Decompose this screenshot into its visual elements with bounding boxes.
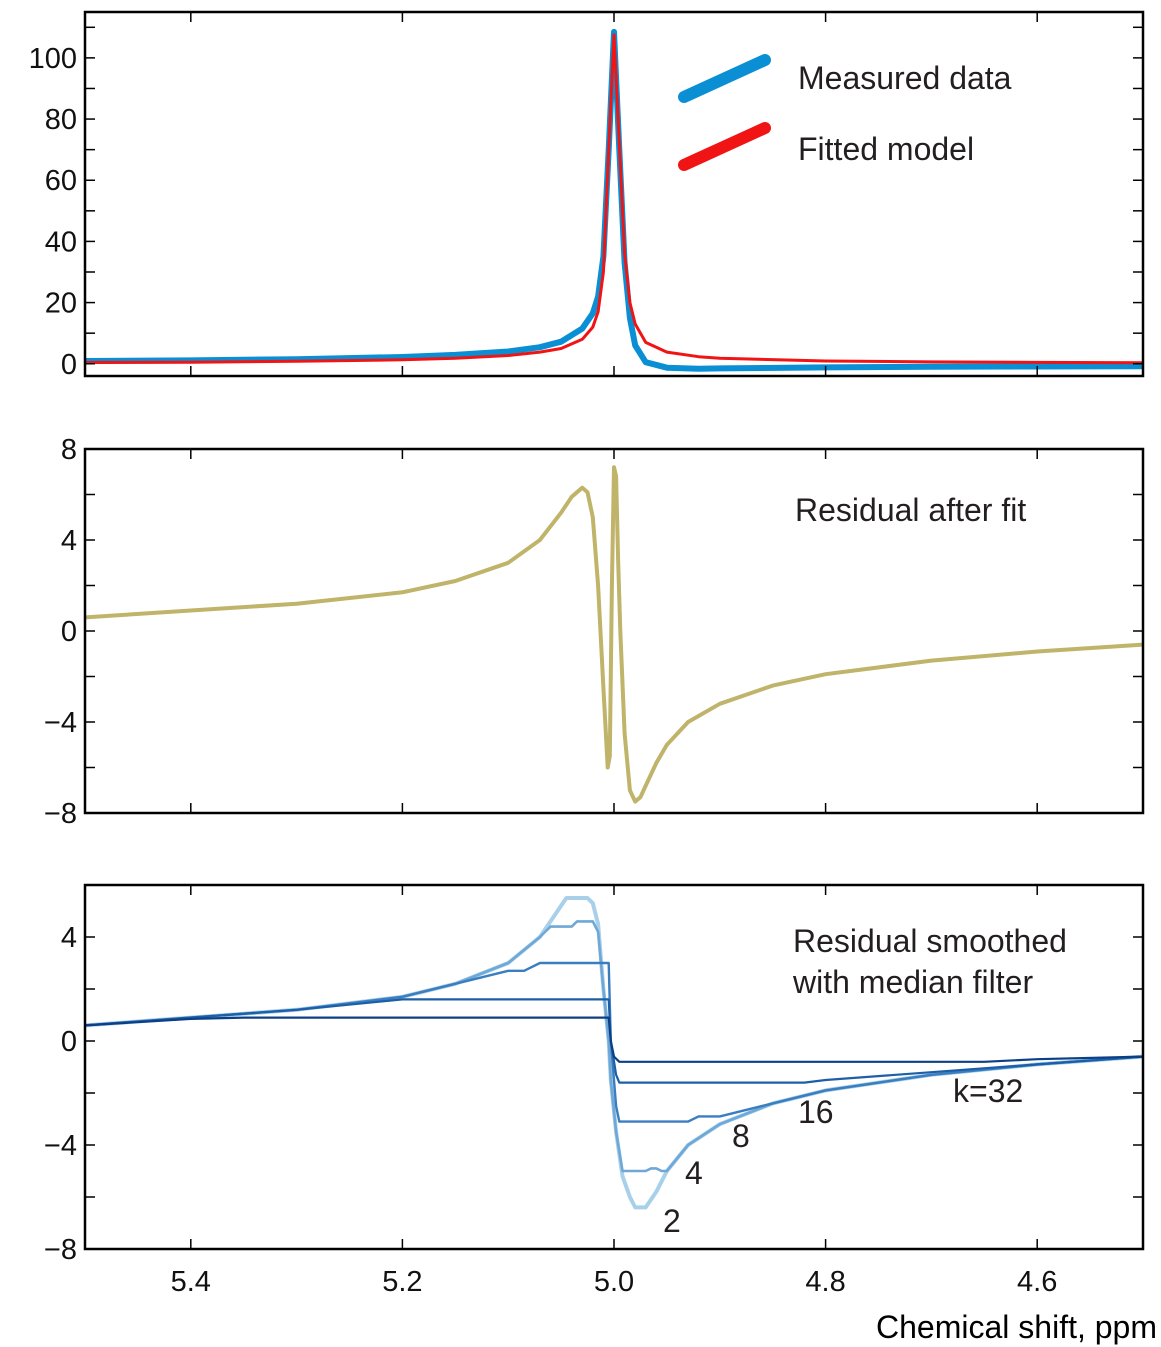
panel-smoothed-series-2-line [85, 920, 1143, 1173]
series-label-k2: 2 [663, 1203, 681, 1239]
panel-spectrum-ytick-label: 20 [45, 288, 77, 320]
panel-smoothed-xtick-label: 5.2 [382, 1266, 422, 1298]
panel-residual-ytick-label: 0 [61, 616, 77, 648]
panel-smoothed-series-3-line [85, 961, 1143, 1123]
panel-smoothed-xtick-label: 4.8 [805, 1266, 845, 1298]
panel-spectrum-ytick-label: 40 [45, 226, 77, 258]
panel-smoothed-ytick-label: 4 [61, 922, 77, 954]
series-label-k32: k=32 [953, 1073, 1023, 1109]
panel-residual-ytick-label: −8 [44, 798, 77, 830]
panel-spectrum-frame [83, 10, 1145, 378]
panel-residual-ytick-label: 8 [61, 434, 77, 466]
panel-smoothed-ytick-label: −8 [44, 1234, 77, 1266]
series-label-k16: 16 [798, 1094, 834, 1130]
legend-label-fitted: Fitted model [798, 131, 974, 167]
panel-smoothed-xtick-label: 5.4 [171, 1266, 211, 1298]
panel-spectrum-ticks: 0 20 40 60 80 100 [29, 12, 1143, 381]
panel-smoothed-series-4-line [85, 998, 1143, 1084]
panel-residual-ticks: −8 −4 0 4 8 [44, 434, 1143, 830]
legend: Measured data Fitted model [678, 54, 1012, 171]
panel-spectrum: 0 20 40 60 80 100 Measured data Fitted model [29, 10, 1145, 381]
panel-spectrum-ytick-label: 80 [45, 104, 77, 136]
panel-smoothed-ytick-label: 0 [61, 1026, 77, 1058]
panel-residual-frame [83, 447, 1145, 815]
panel-smoothed-ticks: −8 −4 0 4 5.4 5.2 5.0 4.8 4.6 [44, 884, 1143, 1298]
panel-residual: −8 −4 0 4 8 Residual after fit [44, 434, 1145, 830]
legend-label-measured: Measured data [798, 60, 1012, 96]
panel-smoothed-frame [83, 883, 1145, 1251]
series-label-k8: 8 [732, 1118, 750, 1154]
panel-spectrum-series [85, 28, 1143, 372]
smoothed-annotation-line-1: Residual smoothed [793, 923, 1067, 959]
panel-residual-ytick-label: 4 [61, 525, 77, 557]
legend-swatch-measured [678, 54, 771, 103]
panel-spectrum-ytick-label: 60 [45, 165, 77, 197]
residual-annotation: Residual after fit [795, 492, 1026, 528]
panel-residual-series-1-line [85, 465, 1143, 804]
panel-smoothed-series [85, 896, 1143, 1210]
series-label-k4: 4 [685, 1155, 703, 1191]
panel-spectrum-ytick-label: 100 [29, 43, 77, 75]
legend-swatch-fitted [678, 122, 771, 171]
panel-smoothed-series-5-line [85, 1016, 1143, 1063]
panel-smoothed-xtick-label: 4.6 [1017, 1266, 1057, 1298]
x-axis-title: Chemical shift, ppm [876, 1309, 1157, 1345]
panel-spectrum-series-2-line [85, 33, 1143, 365]
panel-residual-ytick-label: −4 [44, 707, 77, 739]
smoothed-annotation-line-2: with median filter [792, 964, 1033, 1000]
panel-residual-series [85, 465, 1143, 804]
panel-smoothed-ytick-label: −4 [44, 1130, 77, 1162]
panel-spectrum-ytick-label: 0 [61, 349, 77, 381]
panel-smoothed-xtick-label: 5.0 [594, 1266, 634, 1298]
